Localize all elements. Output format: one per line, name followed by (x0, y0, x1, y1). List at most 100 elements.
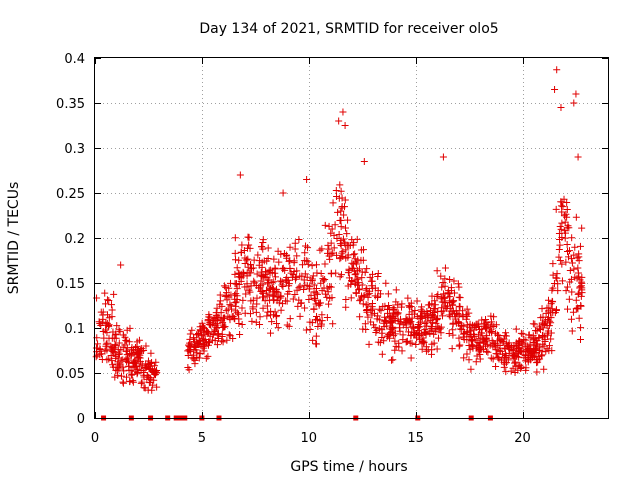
data-point (325, 252, 333, 260)
data-point (277, 250, 285, 258)
data-point (107, 342, 115, 350)
data-point (119, 378, 127, 386)
data-point (441, 302, 449, 310)
data-point (356, 297, 364, 305)
data-point (127, 371, 135, 379)
data-point (202, 354, 210, 362)
peak-point (117, 261, 125, 269)
data-point (352, 289, 360, 297)
data-point (193, 349, 201, 357)
peak-point (439, 153, 447, 161)
data-point (245, 286, 253, 294)
data-point (337, 254, 345, 262)
data-point (238, 241, 246, 249)
data-point (136, 351, 144, 359)
data-point (561, 218, 569, 226)
data-point (533, 359, 541, 367)
data-point (105, 355, 113, 363)
data-point (413, 297, 421, 305)
data-point (94, 340, 102, 348)
data-point (526, 340, 534, 348)
data-point (328, 225, 336, 233)
data-point (135, 347, 143, 355)
data-point (451, 315, 459, 323)
data-point (302, 326, 310, 334)
data-point (115, 365, 123, 373)
data-point (213, 324, 221, 332)
data-point (391, 337, 399, 345)
data-point (556, 257, 564, 265)
data-point (359, 300, 367, 308)
data-point (222, 283, 230, 291)
data-point (267, 329, 275, 337)
data-point (344, 269, 352, 277)
data-point (439, 312, 447, 320)
data-point (465, 342, 473, 350)
data-point (277, 306, 285, 314)
data-point (359, 256, 367, 264)
data-point (480, 338, 488, 346)
data-point (256, 284, 264, 292)
data-point (140, 384, 148, 392)
data-point (352, 270, 360, 278)
data-point (576, 276, 584, 284)
data-point (313, 340, 321, 348)
data-point (227, 302, 235, 310)
data-point (337, 187, 345, 195)
y-tick-label: 0.05 (56, 367, 85, 382)
data-point (311, 296, 319, 304)
data-point (379, 303, 387, 311)
data-point (307, 291, 315, 299)
data-point (270, 255, 278, 263)
data-point (428, 323, 436, 331)
data-point (325, 300, 333, 308)
data-point (576, 283, 584, 291)
data-point (519, 347, 527, 355)
data-point (186, 348, 194, 356)
data-point (524, 356, 532, 364)
data-point (129, 378, 137, 386)
data-point (572, 296, 580, 304)
data-point (348, 276, 356, 284)
data-point (429, 318, 437, 326)
data-point (238, 320, 246, 328)
data-point (497, 336, 505, 344)
data-point (102, 319, 110, 327)
data-point (229, 335, 237, 343)
data-point (477, 344, 485, 352)
data-point (337, 242, 345, 250)
data-point (249, 303, 257, 311)
data-point (403, 337, 411, 345)
data-point (374, 273, 382, 281)
data-point (224, 312, 232, 320)
data-point (557, 225, 565, 233)
data-point (351, 271, 359, 279)
data-point (568, 288, 576, 296)
plot-frame (94, 57, 609, 419)
data-point (562, 287, 570, 295)
data-point (445, 290, 453, 298)
data-point (407, 354, 415, 362)
data-point (363, 308, 371, 316)
data-point (319, 277, 327, 285)
data-point (317, 299, 325, 307)
data-point (505, 349, 513, 357)
data-point (563, 240, 571, 248)
data-point (511, 359, 519, 367)
data-point (271, 308, 279, 316)
data-point (233, 309, 241, 317)
data-point (558, 208, 566, 216)
peak-point (236, 171, 244, 179)
data-point (362, 307, 370, 315)
data-point (418, 345, 426, 353)
data-point (342, 224, 350, 232)
data-point (225, 331, 233, 339)
data-point (455, 342, 463, 350)
data-point (98, 318, 106, 326)
data-point (266, 296, 274, 304)
data-point (99, 308, 107, 316)
data-point (111, 341, 119, 349)
data-point (555, 245, 563, 253)
data-point (206, 313, 214, 321)
y-tick-label: 0.25 (56, 187, 85, 202)
